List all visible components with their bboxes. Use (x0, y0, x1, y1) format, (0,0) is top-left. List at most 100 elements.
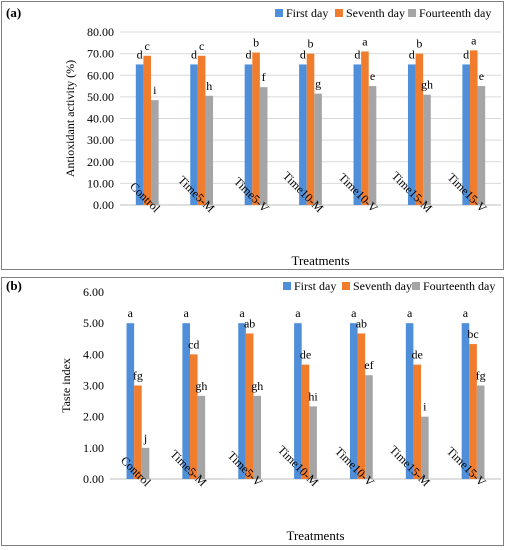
y-tick-label: 0.00 (93, 198, 114, 212)
y-tick-label: 50.00 (87, 90, 114, 104)
data-label: c (199, 39, 204, 53)
data-label: d (137, 47, 143, 61)
y-tick-label: 10.00 (87, 176, 114, 190)
bar-first (462, 64, 470, 205)
bar-fourteenth (314, 93, 322, 205)
data-label: ab (356, 316, 367, 330)
y-tick-label: 0.00 (83, 472, 104, 486)
bar-first (238, 323, 246, 479)
bar-fourteenth (477, 86, 486, 205)
legend-entry: Fourteenth day (419, 6, 491, 20)
bar-first (182, 323, 190, 479)
bar-seventh (361, 51, 369, 206)
bar-fourteenth (141, 447, 150, 479)
bar-fourteenth (368, 86, 377, 205)
y-tick-label: 70.00 (87, 47, 114, 61)
bar-fourteenth (309, 406, 317, 479)
chart-panel-2: (b) 0.00 1.00 2.00 3.00 4.00 5.00 6.00 Taste ind… (1, 277, 504, 546)
data-label: a (128, 306, 134, 320)
y-tick-label: 40.00 (87, 112, 114, 126)
legend-swatch (335, 9, 343, 17)
legend-swatch (408, 9, 416, 17)
y-tick-label: 4.00 (83, 347, 104, 361)
data-label: a (239, 306, 245, 320)
y-tick-label: 1.00 (83, 441, 104, 455)
bar-first (349, 323, 358, 479)
data-label: e (370, 69, 375, 83)
data-label: hi (308, 389, 318, 403)
bar-first (126, 323, 135, 479)
legend-swatch (283, 282, 291, 290)
data-label: i (423, 400, 427, 414)
data-label: h (206, 79, 212, 93)
bar-seventh (413, 364, 422, 479)
legend-swatch (342, 282, 350, 290)
bar-fourteenth (259, 87, 268, 205)
legend-entry: First day (294, 279, 336, 293)
data-label: ab (244, 316, 255, 330)
legend-swatch (412, 282, 420, 290)
bar-first (407, 64, 416, 205)
legend-entry: Seventh day (353, 279, 412, 293)
data-label: a (351, 306, 357, 320)
legend-entry: Fourteenth day (423, 279, 495, 293)
data-label: gh (421, 78, 433, 92)
legend-entry: First day (286, 6, 328, 20)
data-label: a (362, 34, 368, 48)
bar-seventh (197, 55, 206, 205)
data-label: de (412, 348, 423, 362)
bar-seventh (301, 364, 310, 479)
y-tick-label: 5.00 (83, 316, 104, 330)
y-tick-label: 3.00 (83, 379, 104, 393)
bar-fourteenth (476, 385, 485, 479)
data-label: j (143, 431, 147, 445)
data-label: a (407, 306, 413, 320)
chart-panel-1: (a) 0.00 10.00 20.00 30.00 40.00 50.00 60.00 70.… (1, 1, 504, 270)
data-label: gh (251, 379, 263, 393)
bar-fourteenth (423, 94, 431, 205)
bar-seventh (134, 385, 142, 479)
y-tick-label: 30.00 (87, 133, 114, 147)
data-label: d (191, 47, 197, 61)
bar-fourteenth (151, 100, 159, 205)
y-axis-label: Antioxidant activity (%) (63, 60, 77, 177)
y-tick-label: 6.00 (83, 285, 104, 299)
panel-label: (a) (6, 5, 21, 20)
bar-first (135, 64, 144, 205)
bar-fourteenth (421, 416, 429, 479)
bar-first (299, 64, 307, 205)
data-label: d (463, 47, 469, 61)
bar-seventh (189, 354, 198, 479)
data-label: fg (133, 369, 143, 383)
data-label: f (262, 70, 266, 84)
data-label: cd (188, 337, 199, 351)
bar-fourteenth (365, 375, 373, 479)
data-label: d (354, 47, 360, 61)
x-axis-label: Treatments (286, 528, 344, 543)
y-tick-label: 20.00 (87, 155, 114, 169)
y-tick-label: 60.00 (87, 68, 114, 82)
bar-first (405, 323, 414, 479)
bar-seventh (245, 333, 254, 479)
y-tick-label: 80.00 (87, 25, 114, 39)
data-label: e (479, 69, 484, 83)
bar-seventh (143, 55, 152, 205)
bar-seventh (469, 50, 478, 205)
data-label: fg (476, 369, 486, 383)
bar-first (461, 323, 470, 479)
bar-fourteenth (253, 395, 262, 479)
data-label: i (153, 83, 157, 97)
x-axis-label: Treatments (291, 253, 349, 268)
data-label: d (245, 47, 251, 61)
legend-swatch (275, 9, 283, 17)
data-label: a (295, 306, 301, 320)
y-axis-label: Taste index (59, 358, 73, 413)
bar-fourteenth (197, 395, 206, 479)
data-label: b (416, 37, 422, 51)
data-label: gh (195, 379, 207, 393)
legend-entry: Seventh day (346, 6, 405, 20)
bar-seventh (252, 52, 260, 206)
data-label: b (253, 36, 259, 50)
bar-seventh (415, 53, 424, 205)
